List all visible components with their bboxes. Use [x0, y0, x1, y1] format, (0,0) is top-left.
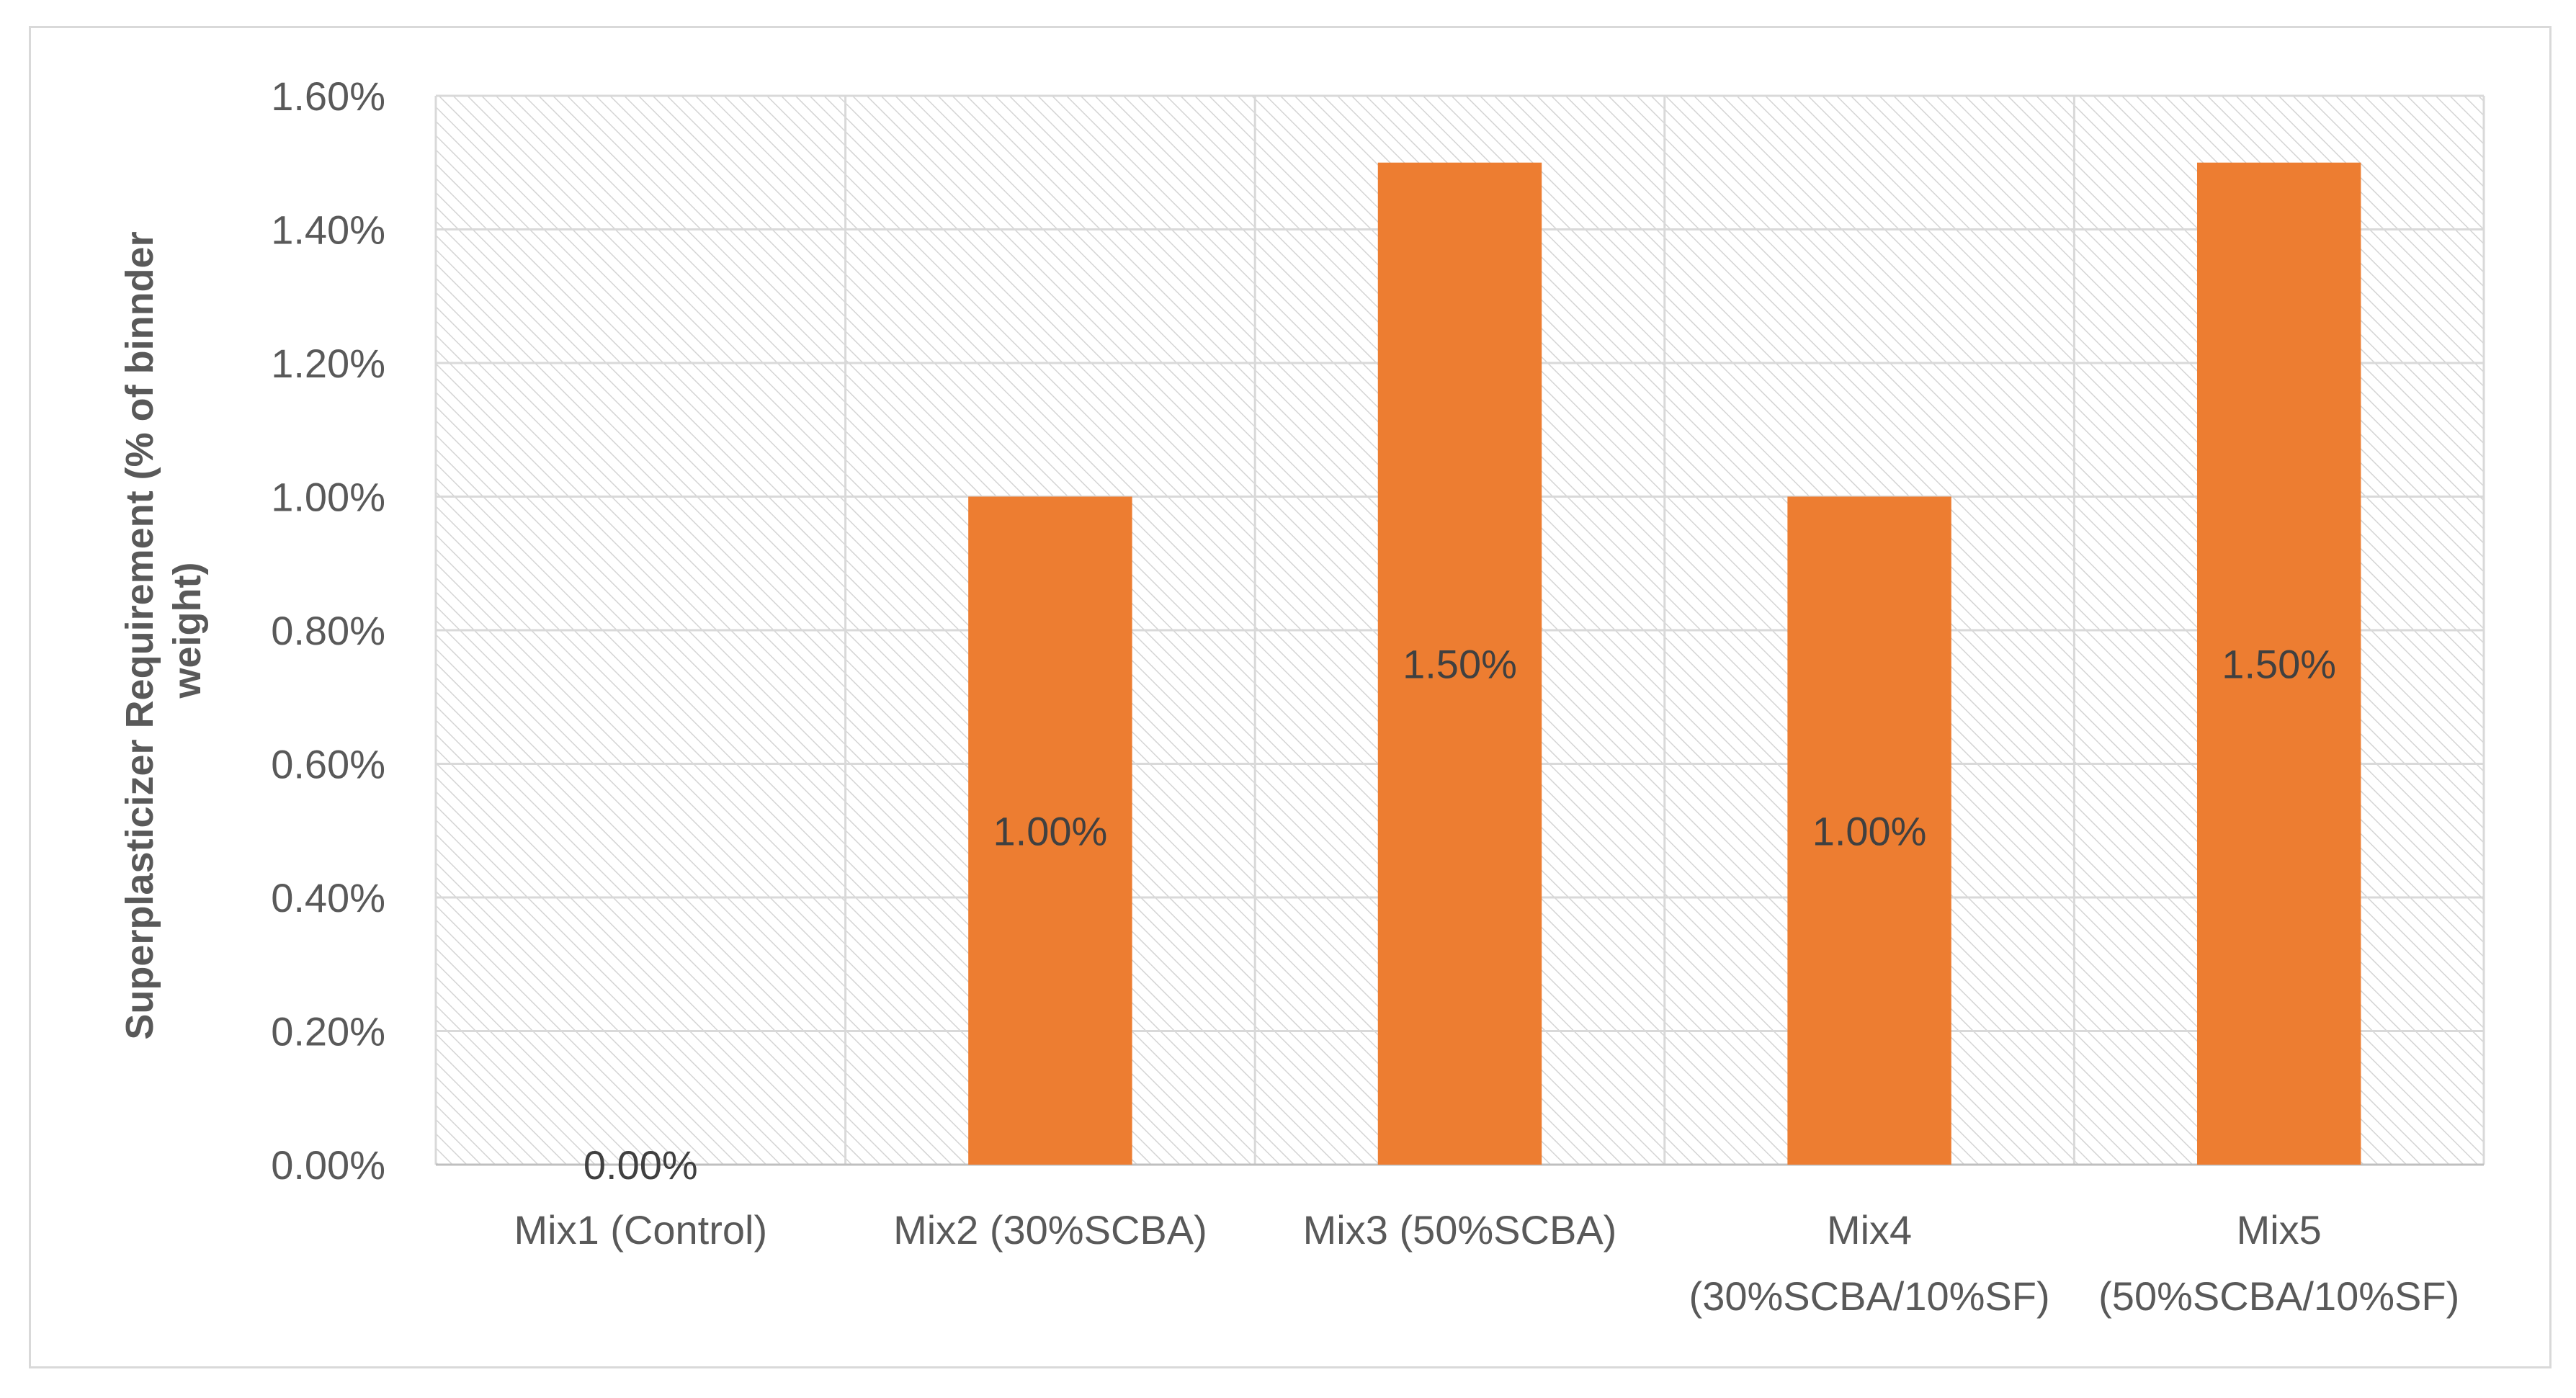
y-tick-label: 1.60% [271, 73, 385, 119]
y-axis-title-line-2: weight) [166, 563, 209, 699]
y-axis-title: Superplasticizer Requirement (% of binnd… [118, 220, 209, 1039]
y-tick-label: 1.00% [271, 475, 385, 520]
bar [2196, 162, 2361, 1165]
y-tick-label: 0.00% [271, 1142, 385, 1188]
bar [1787, 496, 1951, 1165]
x-category-label: (50%SCBA/10%SF) [2098, 1273, 2459, 1319]
y-tick-label: 0.60% [271, 742, 385, 787]
x-category-label: Mix3 (50%SCBA) [1303, 1207, 1617, 1253]
y-tick-label: 0.80% [271, 608, 385, 653]
x-category-label: Mix4 [1827, 1207, 1912, 1253]
y-tick-label: 0.40% [271, 875, 385, 920]
data-labels: 0.00% 1.00% 1.50% 1.00% 1.50% [583, 641, 2336, 1188]
bar [1377, 162, 1542, 1165]
y-tick-label: 0.20% [271, 1009, 385, 1054]
data-label: 1.50% [2222, 641, 2336, 686]
bars [968, 162, 2361, 1165]
data-label: 1.00% [993, 808, 1108, 853]
x-category-label: Mix1 (Control) [514, 1207, 767, 1253]
y-axis-title-line-1: Superplasticizer Requirement (% of binnd… [118, 231, 161, 1039]
x-category-label: Mix2 (30%SCBA) [893, 1207, 1207, 1253]
data-label: 0.00% [583, 1142, 698, 1188]
y-axis-tick-labels: 0.00% 0.20% 0.40% 0.60% 0.80% 1.00% 1.20% 1.40%… [271, 73, 385, 1188]
bar [968, 496, 1132, 1165]
y-tick-label: 1.40% [271, 207, 385, 253]
x-category-label: Mix5 [2237, 1207, 2322, 1253]
x-axis-category-labels: Mix1 (Control) Mix2 (30%SCBA) Mix3 (50%SCB… [514, 1207, 2459, 1319]
y-tick-label: 1.20% [271, 341, 385, 386]
data-label: 1.50% [1403, 641, 1517, 686]
data-label: 1.00% [1812, 808, 1927, 853]
x-category-label: (30%SCBA/10%SF) [1689, 1273, 2050, 1319]
